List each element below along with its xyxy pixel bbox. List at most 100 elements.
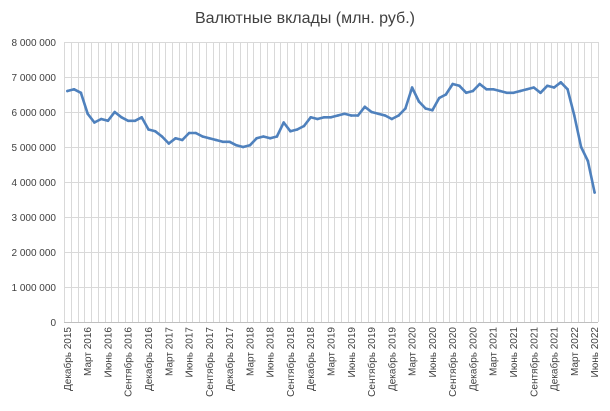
data-point <box>181 138 184 142</box>
data-point <box>424 107 427 110</box>
data-point <box>437 96 441 100</box>
data-point <box>505 91 509 95</box>
data-point <box>356 114 360 117</box>
data-point <box>397 114 400 117</box>
data-point <box>478 82 482 86</box>
data-point <box>86 112 89 116</box>
data-point <box>458 84 461 88</box>
x-tick-label: Декабрь 2018 <box>305 327 317 391</box>
x-tick-label: Декабрь 2016 <box>143 327 155 391</box>
data-point <box>519 89 522 93</box>
x-tick-label: Сентябрь 2017 <box>204 327 216 397</box>
data-point <box>329 116 333 119</box>
data-point <box>485 88 488 91</box>
data-point <box>336 114 340 117</box>
data-point <box>228 140 231 144</box>
data-point <box>147 128 150 131</box>
data-point <box>370 110 373 114</box>
data-point <box>431 109 434 112</box>
y-tick-label: 4 000 000 <box>12 178 57 189</box>
data-point <box>512 91 515 95</box>
data-point <box>363 105 367 109</box>
x-tick-label: Июнь 2018 <box>266 327 277 378</box>
x-tick-label: Июнь 2022 <box>590 327 601 378</box>
data-point <box>295 128 299 131</box>
y-axis-ticks: 0 1 000 000 2 000 000 3 000 000 4 000 000 5 0… <box>12 38 57 329</box>
data-point <box>241 145 245 149</box>
data-point <box>444 93 448 96</box>
data-point <box>586 159 590 163</box>
y-tick-label: 7 000 000 <box>12 73 57 84</box>
x-tick-label: Март 2021 <box>489 327 500 376</box>
data-point <box>383 114 387 117</box>
data-point <box>552 86 556 89</box>
y-tick-label: 6 000 000 <box>12 108 57 119</box>
data-point <box>532 86 536 89</box>
data-point <box>154 130 157 133</box>
series-line <box>66 81 596 194</box>
data-point <box>275 135 279 138</box>
y-tick-label: 2 000 000 <box>12 248 57 259</box>
data-point <box>302 124 306 128</box>
x-tick-label: Март 2018 <box>245 327 256 376</box>
data-point <box>262 135 265 138</box>
data-point <box>573 114 576 117</box>
data-point <box>99 117 103 121</box>
data-point <box>289 130 292 133</box>
data-point <box>201 135 204 138</box>
data-point <box>255 137 258 140</box>
data-point <box>167 142 171 145</box>
data-point <box>377 112 380 116</box>
data-point <box>471 89 475 93</box>
data-point <box>498 89 502 93</box>
data-point <box>120 116 123 119</box>
data-point <box>268 137 272 140</box>
data-point <box>235 144 238 147</box>
data-point <box>546 84 549 88</box>
x-tick-label: Март 2022 <box>570 327 581 376</box>
data-point <box>160 135 164 138</box>
data-point <box>106 119 110 123</box>
data-point <box>174 137 177 140</box>
y-tick-label: 3 000 000 <box>12 213 57 224</box>
data-point <box>525 88 529 91</box>
data-point <box>464 91 468 95</box>
data-point <box>309 116 313 119</box>
chart-title: Валютные вклады (млн. руб.) <box>195 10 415 27</box>
data-point <box>72 88 76 91</box>
x-tick-label: Март 2020 <box>408 327 419 376</box>
data-point <box>187 131 191 135</box>
data-point <box>539 91 542 95</box>
data-point <box>133 119 137 123</box>
series-group <box>66 81 596 194</box>
data-point <box>214 138 218 142</box>
x-tick-label: Сентябрь 2018 <box>285 327 297 397</box>
y-tick-label: 0 <box>50 318 56 329</box>
data-point <box>343 112 346 116</box>
x-tick-label: Декабрь 2015 <box>62 327 74 391</box>
x-tick-label: Сентябрь 2021 <box>528 327 540 397</box>
data-point <box>221 140 225 144</box>
data-point <box>593 191 596 194</box>
x-tick-label: Март 2017 <box>164 327 175 376</box>
x-tick-label: Июнь 2017 <box>185 327 196 378</box>
x-tick-label: Декабрь 2020 <box>467 327 479 391</box>
x-tick-label: Сентябрь 2019 <box>366 327 378 397</box>
x-tick-label: Июнь 2016 <box>103 327 114 378</box>
data-point <box>579 145 583 149</box>
x-tick-label: Март 2016 <box>83 327 94 376</box>
x-tick-label: Декабрь 2019 <box>386 327 398 391</box>
data-point <box>322 116 326 119</box>
data-point <box>316 117 319 121</box>
data-point <box>248 144 252 147</box>
data-point <box>404 107 407 110</box>
x-tick-label: Декабрь 2021 <box>549 327 561 391</box>
x-axis-ticks: Декабрь 2015 Март 2016 Июнь 2016 Сентябрь 2… <box>62 327 601 397</box>
y-tick-label: 5 000 000 <box>12 143 57 154</box>
data-point <box>79 91 83 95</box>
data-point <box>410 86 414 89</box>
data-point <box>140 116 143 119</box>
y-tick-label: 8 000 000 <box>12 38 57 49</box>
data-point <box>451 82 455 86</box>
